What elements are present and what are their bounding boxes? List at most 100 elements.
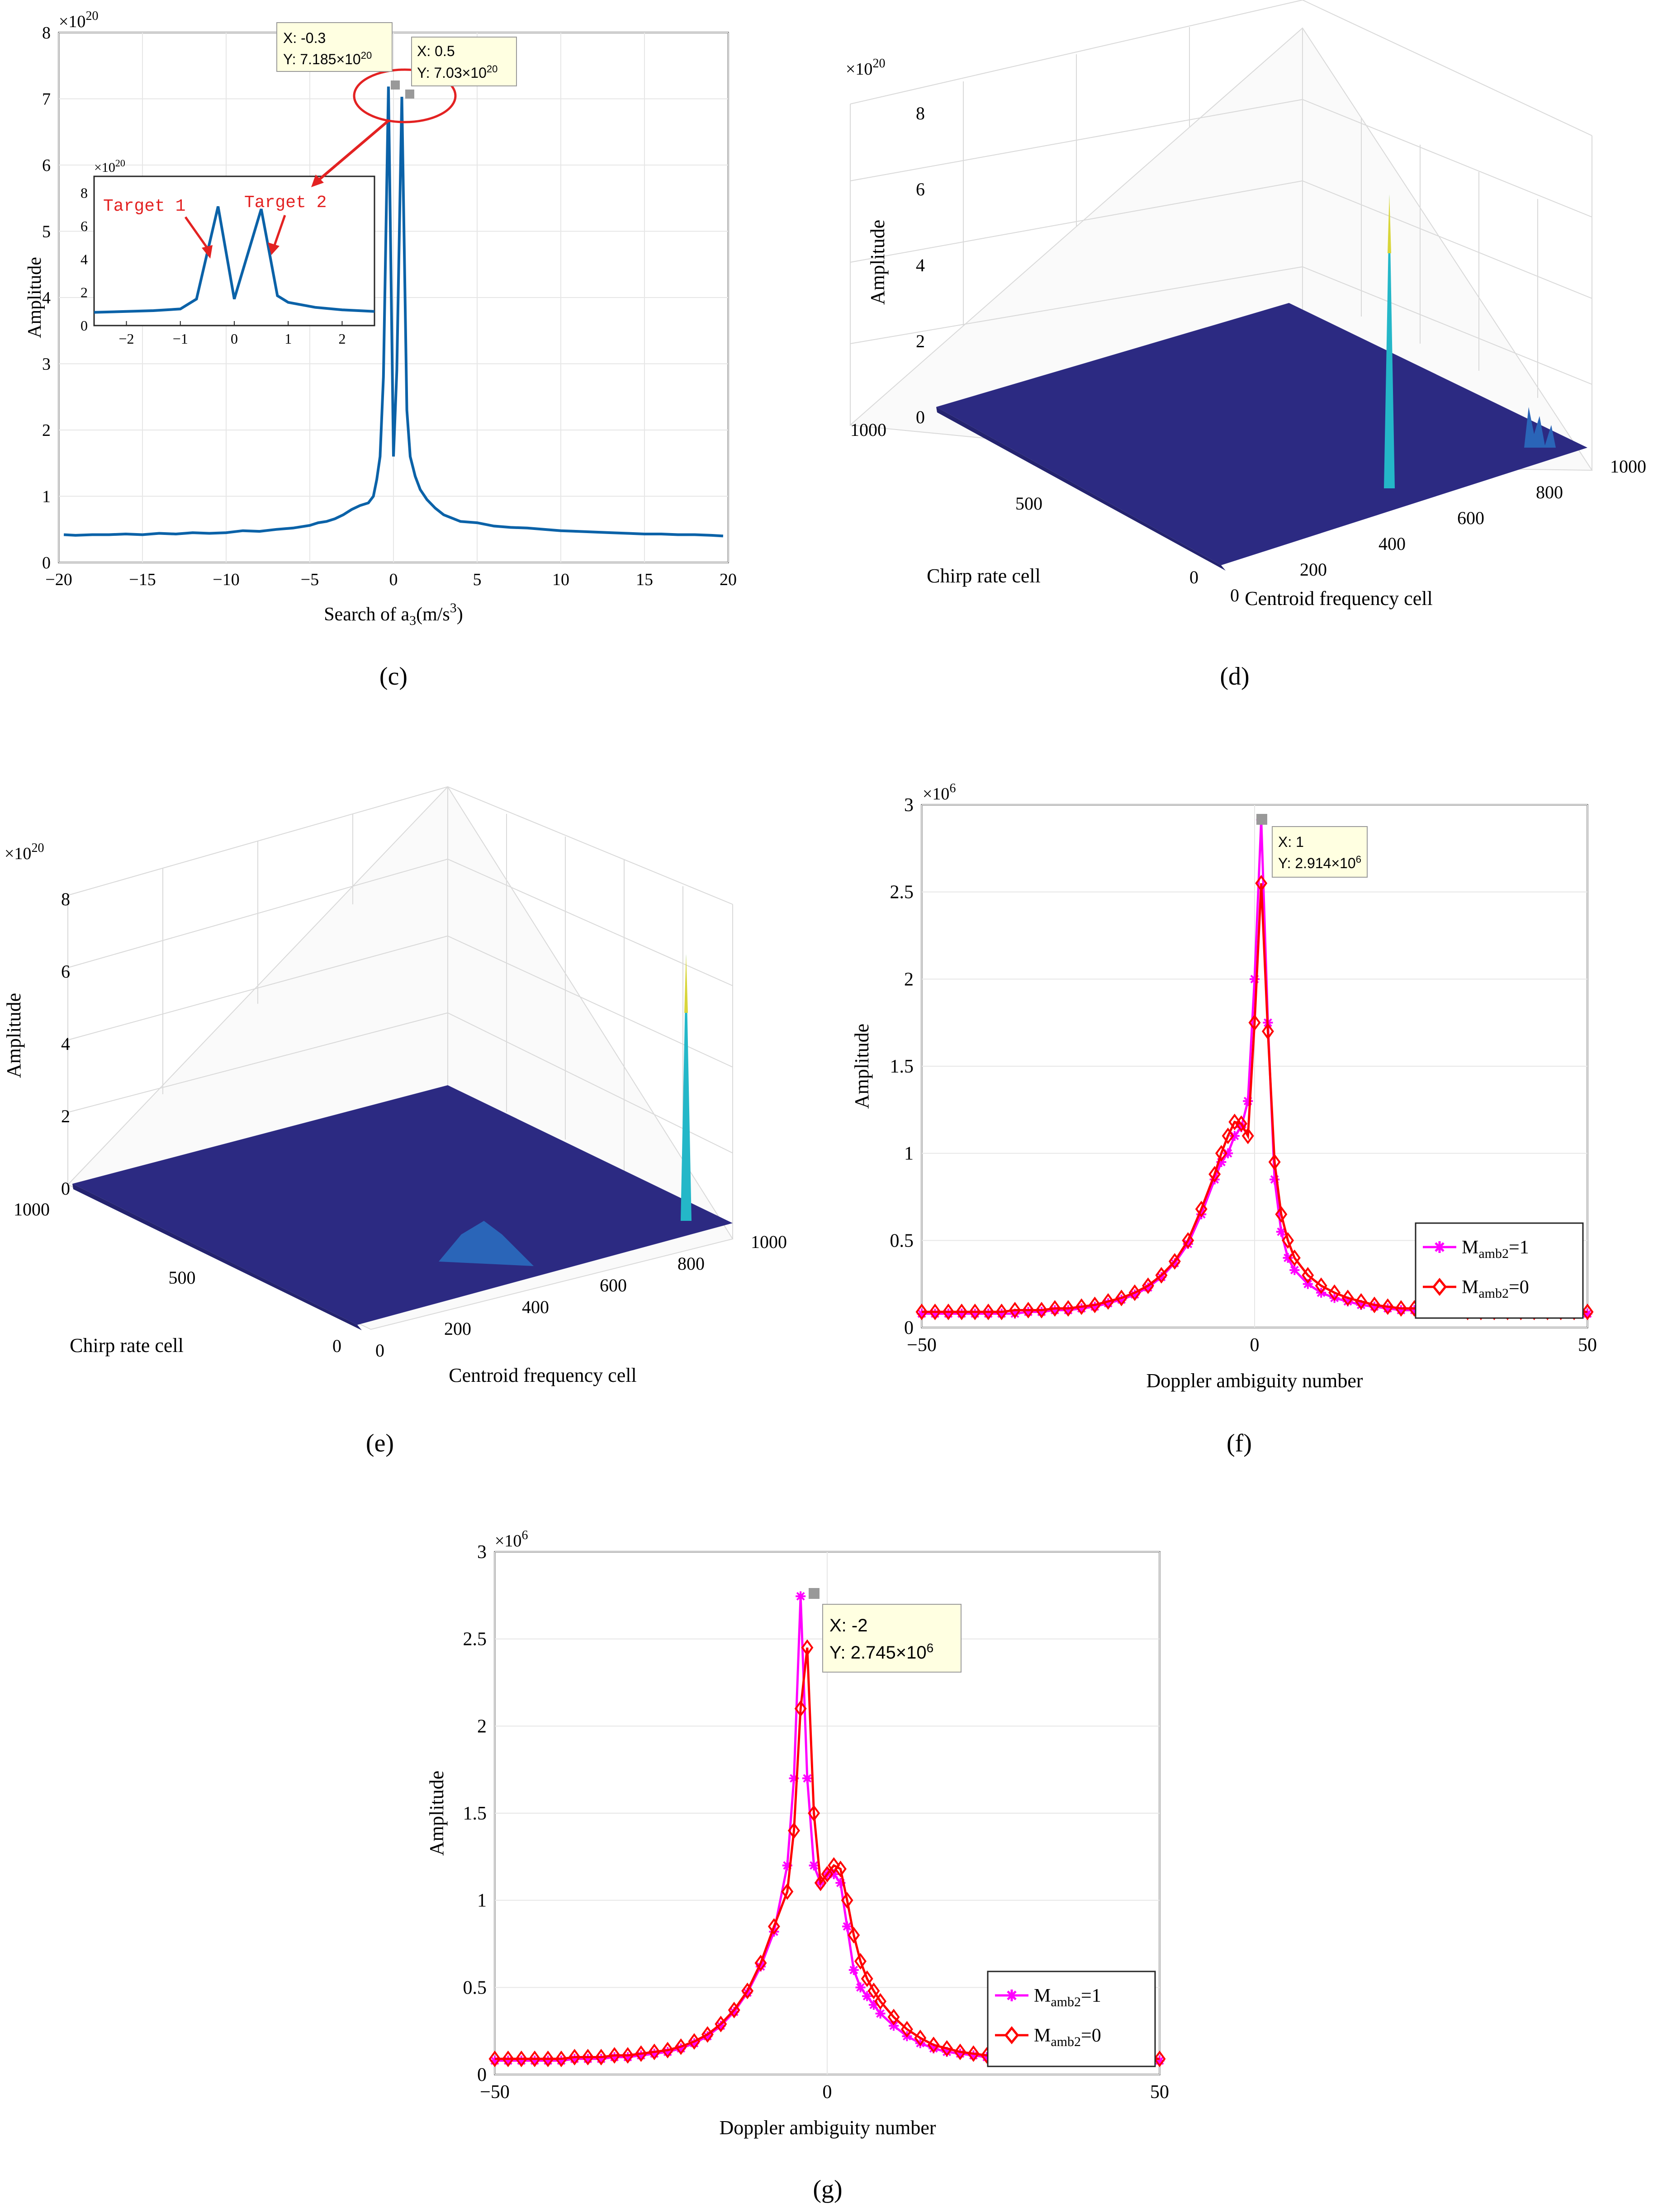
data-point-diamond bbox=[1302, 1267, 1314, 1284]
yticks-e: 0 500 1000 bbox=[14, 1199, 341, 1356]
ytick-label: 500 bbox=[1015, 493, 1042, 514]
data-point-diamond bbox=[1261, 1023, 1274, 1040]
datatip-c-1-marker bbox=[391, 80, 400, 90]
panel-c-caption: (c) bbox=[379, 662, 407, 690]
yticks-d: 0 500 1000 bbox=[850, 420, 1198, 587]
data-point-diamond bbox=[488, 2050, 501, 2067]
data-point-diamond bbox=[1288, 1249, 1301, 1267]
data-point-diamond bbox=[635, 2045, 647, 2062]
panel-e-caption: (e) bbox=[366, 1429, 394, 1457]
data-point-diamond bbox=[1282, 1232, 1294, 1249]
data-point-diamond bbox=[542, 2050, 554, 2067]
target-2-label: Target 2 bbox=[244, 193, 327, 213]
xticks-d: 0 200 400 600 800 1000 bbox=[1230, 456, 1646, 605]
xtick-label: 800 bbox=[677, 1253, 705, 1274]
data-point-asterisk bbox=[855, 1982, 866, 1993]
ztick-label: 8 bbox=[61, 889, 70, 909]
surface-d-ridge bbox=[1524, 407, 1556, 448]
ztick-label: 4 bbox=[916, 255, 925, 275]
data-point-asterisk bbox=[862, 1991, 872, 2001]
ytick-label: 1000 bbox=[14, 1199, 50, 1219]
xtick-label: 600 bbox=[1457, 508, 1484, 528]
data-point-diamond bbox=[874, 1993, 887, 2010]
ytick-label: 5 bbox=[42, 222, 51, 241]
data-point-diamond bbox=[915, 1303, 928, 1320]
data-point-diamond bbox=[621, 2047, 634, 2064]
data-point-diamond bbox=[1062, 1300, 1075, 1317]
xtick-label: −20 bbox=[45, 570, 72, 589]
xtick-label: 400 bbox=[522, 1297, 549, 1317]
data-point-diamond bbox=[1581, 1303, 1594, 1320]
data-point-diamond bbox=[1341, 1290, 1354, 1306]
data-point-diamond bbox=[841, 1892, 853, 1909]
xtick-label: 5 bbox=[473, 570, 482, 589]
data-point-diamond bbox=[794, 1700, 807, 1717]
xtick-label: 0 bbox=[1250, 1335, 1260, 1356]
ytick-label: 3 bbox=[477, 1542, 487, 1563]
data-point-diamond bbox=[867, 1982, 880, 1999]
ytick-label: 500 bbox=[169, 1267, 196, 1288]
datatip-c-1 bbox=[276, 22, 393, 72]
data-point-asterisk bbox=[875, 2009, 886, 2019]
data-point-asterisk bbox=[802, 1773, 812, 1783]
data-point-diamond bbox=[969, 1303, 981, 1320]
xtick-label: 1000 bbox=[751, 1232, 787, 1252]
legend-f-label-2: Mamb2=0 bbox=[1462, 1277, 1529, 1301]
data-point-diamond bbox=[1328, 1284, 1341, 1301]
datatip-g-marker bbox=[809, 1588, 820, 1599]
data-point-diamond bbox=[1241, 1127, 1254, 1144]
data-point-diamond bbox=[1195, 1201, 1208, 1218]
ztick-label: 2 bbox=[916, 331, 925, 351]
xlabel-f: Doppler ambiguity number bbox=[1146, 1370, 1363, 1392]
data-point-asterisk bbox=[1243, 1096, 1253, 1106]
data-point-asterisk bbox=[796, 1591, 806, 1602]
ytick-label: 0 bbox=[477, 2065, 487, 2085]
data-point-diamond bbox=[834, 1860, 847, 1877]
ylabel-e: Chirp rate cell bbox=[70, 1334, 184, 1357]
data-point-diamond bbox=[555, 2050, 568, 2067]
data-point-diamond bbox=[955, 1303, 968, 1320]
data-point-diamond bbox=[781, 1883, 794, 1900]
data-point-diamond bbox=[828, 1857, 840, 1874]
xtick-label: 0 bbox=[1230, 585, 1239, 605]
legend-f-diamond-icon bbox=[1432, 1278, 1447, 1296]
inset-ytick-label: 2 bbox=[81, 284, 88, 301]
ztick-label: 2 bbox=[61, 1106, 70, 1126]
ztick-label: 4 bbox=[61, 1034, 70, 1054]
ytick-label: 1000 bbox=[850, 420, 886, 440]
zoom-arrowhead bbox=[311, 175, 324, 187]
inset-xtick-label: 1 bbox=[284, 331, 292, 347]
zlabel-e: Amplitude bbox=[3, 993, 25, 1078]
legend-g bbox=[987, 1971, 1156, 2067]
surface-e bbox=[72, 1085, 733, 1325]
surface-d-peak bbox=[1384, 194, 1395, 488]
data-point-diamond bbox=[648, 2043, 661, 2061]
ytick-label: 8 bbox=[42, 24, 51, 43]
data-point-diamond bbox=[914, 2029, 927, 2047]
data-point-asterisk bbox=[848, 1965, 859, 1975]
ytick-label: 3 bbox=[42, 355, 51, 374]
data-point-diamond bbox=[741, 1982, 754, 1999]
legend-g-label-1: Mamb2=1 bbox=[1034, 1985, 1101, 2009]
exponent-e: ×1020 bbox=[5, 841, 44, 863]
datatip-c-1-x: X: -0.3 bbox=[283, 30, 326, 46]
inset-xtick-label: −2 bbox=[119, 331, 134, 347]
data-point-diamond bbox=[1215, 1145, 1227, 1162]
xtick-label: 50 bbox=[1578, 1335, 1597, 1356]
datatip-f-y: Y: 2.914×106 bbox=[1278, 854, 1361, 871]
xtick-label: 0 bbox=[375, 1340, 384, 1361]
xtick-label: −5 bbox=[301, 570, 319, 589]
datatip-f-x: X: 1 bbox=[1278, 834, 1304, 850]
xlabel-d: Centroid frequency cell bbox=[1245, 587, 1432, 610]
xtick-label: 200 bbox=[1300, 559, 1327, 580]
ytick-label: 7 bbox=[42, 90, 51, 109]
data-point-diamond bbox=[1102, 1293, 1114, 1310]
data-point-diamond bbox=[854, 1953, 867, 1970]
xtick-label: −50 bbox=[480, 2082, 510, 2103]
ytick-label: 4 bbox=[42, 288, 51, 307]
ytick-label: 6 bbox=[42, 156, 51, 175]
xtick-label: 0 bbox=[389, 570, 398, 589]
legend-f-label-1: Mamb2=1 bbox=[1462, 1237, 1529, 1261]
